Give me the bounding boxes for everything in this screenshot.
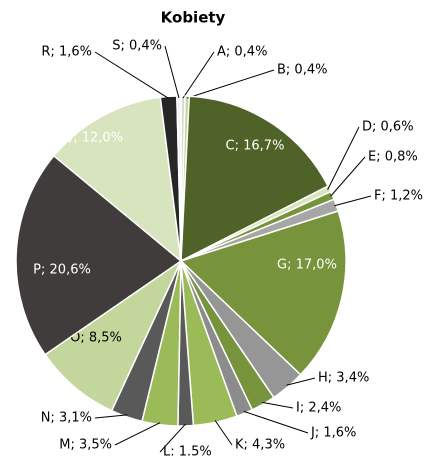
- pie-slice: [15, 154, 183, 356]
- slice-label: C; 16,7%: [226, 139, 285, 154]
- leader-line: [94, 51, 169, 99]
- slice-label: R; 1,6%: [41, 45, 92, 60]
- leader-line: [186, 69, 275, 99]
- leader-line: [182, 51, 215, 99]
- slice-label: Q; 12,0%: [63, 131, 123, 146]
- slice-label: A; 0,4%: [217, 45, 267, 60]
- leader-line: [164, 45, 180, 99]
- leader-line: [286, 377, 316, 386]
- leader-line: [334, 195, 372, 207]
- slice-label: E; 0,8%: [368, 150, 418, 165]
- leader-line: [214, 420, 233, 446]
- slice-label: F; 1,2%: [374, 189, 423, 204]
- slice-label: K; 4,3%: [235, 438, 285, 453]
- slice-label: L: 1.5%: [163, 445, 212, 458]
- leader-line: [94, 414, 128, 419]
- slice-label: G; 17,0%: [277, 258, 337, 273]
- slice-label: M; 3,5%: [59, 438, 112, 453]
- slice-label: N; 3,1%: [41, 411, 92, 426]
- slice-label: S; 0,4%: [112, 39, 162, 54]
- chart-title: Kobiety: [161, 9, 226, 27]
- slice-label: O; 8,5%: [70, 331, 122, 346]
- leader-line: [243, 410, 309, 434]
- slice-label: H; 3,4%: [318, 371, 369, 386]
- leader-line: [114, 422, 161, 446]
- pie-slice: [179, 210, 347, 376]
- slice-label: B; 0,4%: [277, 63, 327, 78]
- slice-label: D; 0,6%: [362, 120, 414, 135]
- leader-line: [327, 126, 360, 190]
- leader-line: [159, 423, 186, 453]
- slice-label: P; 20,6%: [33, 263, 91, 278]
- leader-line: [330, 156, 366, 197]
- slice-label: J; 1,6%: [310, 426, 356, 441]
- pie-slice: [180, 95, 330, 263]
- leader-line: [262, 401, 294, 409]
- pie-slice: [44, 258, 183, 412]
- slice-label: I; 2,4%: [296, 401, 341, 416]
- pie-slice: [52, 96, 182, 263]
